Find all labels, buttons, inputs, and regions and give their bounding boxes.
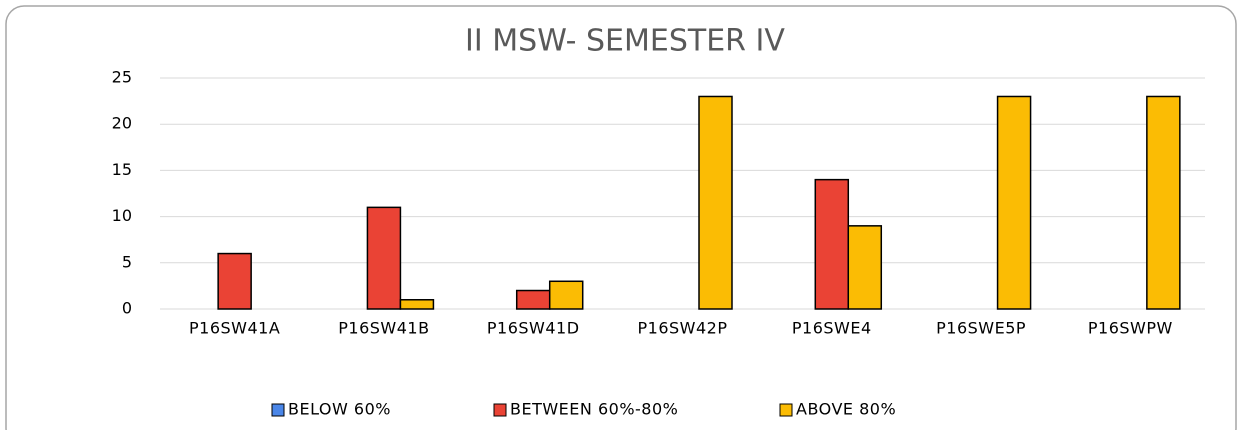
x-tick-label: P16SW42P: [638, 319, 728, 338]
bar: [515, 289, 551, 310]
legend-label: BELOW 60%: [288, 400, 391, 419]
y-tick-label: 15: [112, 160, 132, 179]
x-tick-label: P16SWE5P: [936, 319, 1026, 338]
x-tick-label: P16SWE4: [792, 319, 872, 338]
bar: [698, 95, 733, 310]
bar: [217, 252, 252, 310]
bar: [814, 178, 850, 310]
bar: [847, 225, 883, 310]
legend-swatch: [271, 403, 285, 417]
y-tick-label: 20: [112, 114, 132, 133]
bar: [996, 95, 1032, 310]
legend-label: ABOVE 80%: [796, 400, 896, 419]
legend-label: BETWEEN 60%-80%: [510, 400, 678, 419]
y-tick-label: 10: [112, 206, 132, 225]
chart-title: II MSW- SEMESTER IV: [465, 24, 785, 59]
x-tick-label: P16SW41A: [189, 319, 280, 338]
y-tick-label: 0: [122, 299, 132, 318]
x-tick-label: P16SW41B: [338, 319, 429, 338]
legend-swatch: [493, 403, 507, 417]
bar: [1146, 95, 1181, 310]
bar: [399, 299, 435, 310]
chart-frame: [5, 5, 1237, 430]
x-tick-label: P16SW41D: [487, 319, 580, 338]
y-tick-label: 5: [122, 252, 132, 271]
x-tick-label: P16SWPW: [1088, 319, 1173, 338]
legend-swatch: [779, 403, 793, 417]
bar: [366, 206, 402, 310]
bar: [548, 280, 584, 310]
y-tick-label: 25: [112, 68, 132, 87]
